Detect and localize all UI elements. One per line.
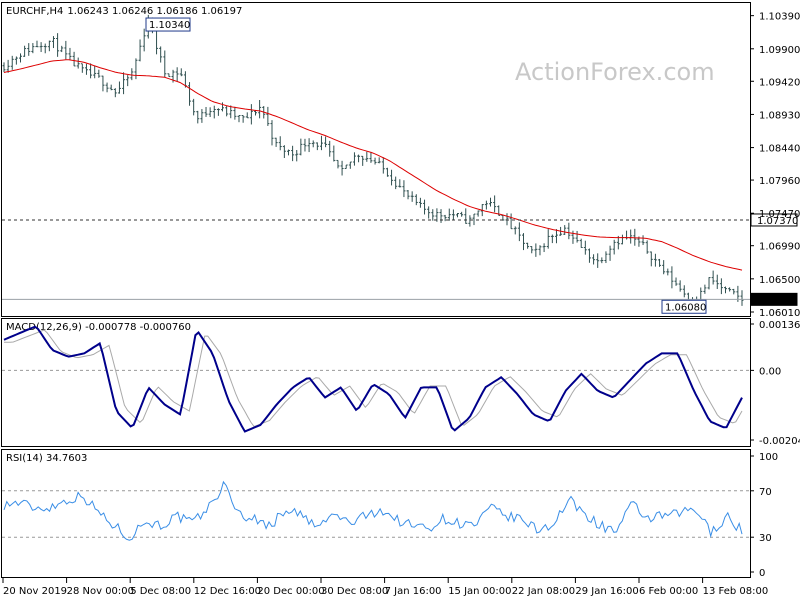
price-level-box: [750, 213, 798, 227]
macd-signal-line: [4, 329, 743, 428]
price-tick-label: 1.06010: [759, 308, 800, 319]
x-tick-label: 12 Dec 16:00: [194, 586, 261, 597]
x-tick-label: 15 Jan 00:00: [448, 586, 511, 597]
rsi-line: [3, 480, 743, 541]
x-tick-label: 20 Dec 00:00: [257, 586, 324, 597]
watermark: ActionForex.com: [515, 58, 715, 86]
x-tick-label: 20 Nov 2019: [3, 586, 67, 597]
price-level-box: [750, 292, 798, 306]
price-tick-label: 1.07470: [759, 209, 800, 220]
high-annotation-box: [145, 17, 191, 32]
rsi-tick-label: 70: [759, 487, 772, 498]
price-tick-label: 1.06990: [759, 242, 800, 253]
macd-tick-label: 0.00: [759, 366, 781, 377]
rsi-tick-label: 100: [759, 452, 778, 463]
x-tick-label: 22 Jan 08:00: [512, 586, 575, 597]
price-tick-label: 1.09900: [759, 45, 800, 56]
price-tick-label: 1.08440: [759, 144, 800, 155]
price-tick-label: 1.06500: [759, 275, 800, 286]
x-tick-label: 29 Jan 16:00: [575, 586, 638, 597]
macd-pane[interactable]: [1, 318, 751, 447]
price-level-label: 1.07370: [757, 216, 798, 227]
price-tick-label: 1.09420: [759, 77, 800, 88]
rsi-title: RSI(14) 34.7603: [6, 453, 87, 464]
x-tick-label: 5 Dec 08:00: [130, 586, 191, 597]
x-tick-label: 6 Feb 00:00: [639, 586, 698, 597]
macd-tick-label: -0.002046: [759, 436, 800, 447]
rsi-tick-label: 0: [759, 568, 765, 579]
price-tick-label: 1.10390: [759, 12, 800, 23]
macd-title: MACD(12,26,9) -0.000778 -0.000760: [6, 322, 191, 333]
high-annotation-label: 1.10340: [149, 20, 190, 31]
macd-line: [3, 325, 743, 433]
x-tick-label: 30 Dec 08:00: [321, 586, 388, 597]
price-tick-label: 1.07960: [759, 176, 800, 187]
x-tick-label: 28 Nov 00:00: [67, 586, 134, 597]
low-annotation-box: [661, 299, 707, 314]
x-tick-label: 7 Jan 16:00: [385, 586, 442, 597]
price-pane[interactable]: [1, 2, 751, 317]
price-tick-label: 1.08930: [759, 110, 800, 121]
symbol-label: EURCHF,H4 1.06243 1.06246 1.06186 1.06197: [6, 6, 242, 17]
moving-average-line: [3, 59, 743, 271]
macd-tick-label: 0.001363: [759, 320, 800, 331]
price-level-label: 1.06197: [757, 295, 798, 306]
x-tick-label: 13 Feb 08:00: [703, 586, 769, 597]
rsi-pane[interactable]: [1, 449, 751, 578]
rsi-tick-label: 30: [759, 533, 772, 544]
low-annotation-label: 1.06080: [665, 302, 706, 313]
